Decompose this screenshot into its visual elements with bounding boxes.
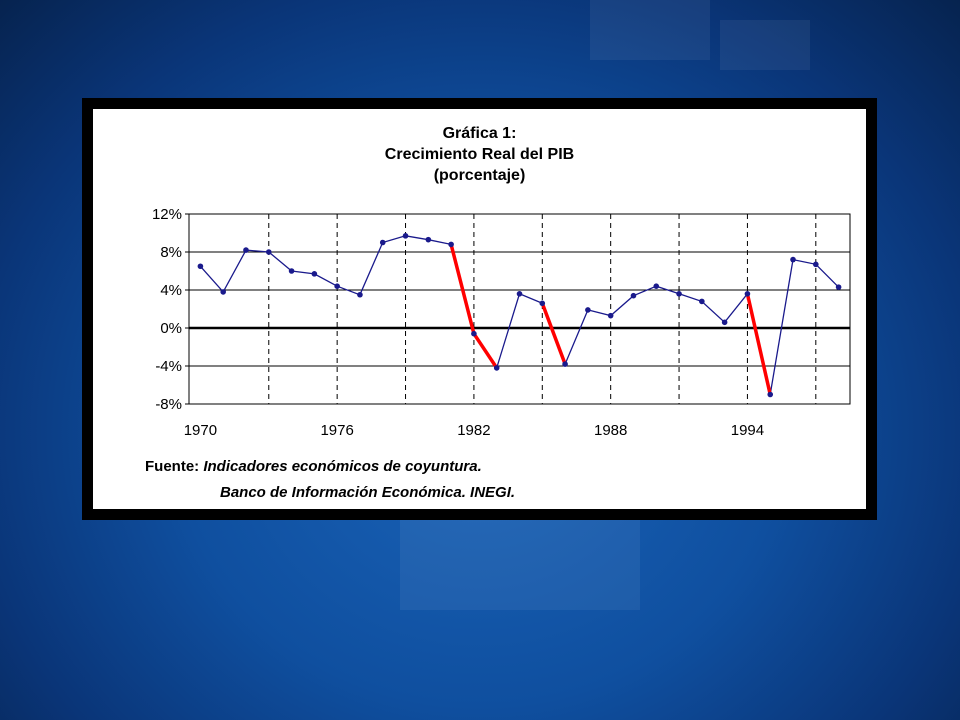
y-tick-label: 4%	[160, 282, 182, 299]
decline-segment	[745, 293, 772, 395]
x-tick-label: 1994	[731, 422, 764, 439]
data-point	[630, 292, 637, 299]
y-tick-label: -4%	[155, 358, 182, 375]
data-point	[653, 283, 660, 289]
data-point	[516, 291, 523, 297]
data-point	[539, 300, 546, 307]
source-line-1: Indicadores económicos de coyuntura.	[203, 458, 482, 475]
data-point	[311, 271, 318, 277]
chart-title-line-3: (porcentaje)	[433, 167, 526, 184]
y-tick-label: 12%	[152, 206, 182, 223]
chart-title-line-2: Crecimiento Real del PIB	[384, 146, 575, 163]
data-point	[243, 247, 249, 253]
data-point	[721, 319, 728, 326]
background-decoration	[590, 0, 710, 60]
x-tick-label: 1988	[594, 422, 627, 439]
y-tick-label: -8%	[155, 396, 182, 413]
data-point	[562, 361, 568, 367]
data-point	[379, 239, 386, 246]
data-point	[402, 233, 409, 239]
background-decoration	[720, 20, 810, 70]
gdp-line-chart: 12% 8% 4% 0% -4% -8%1970 1976 1982 1988 1994	[152, 206, 851, 439]
data-point	[699, 298, 705, 305]
x-tick-label: 1976	[320, 422, 353, 439]
data-point	[197, 263, 204, 270]
data-point	[767, 391, 774, 398]
data-point	[585, 307, 591, 313]
data-point	[493, 365, 500, 371]
y-tick-label: 0%	[160, 320, 182, 337]
data-point	[357, 291, 363, 298]
data-point	[288, 268, 295, 274]
decline-segment	[540, 302, 567, 365]
data-point	[607, 312, 614, 319]
data-point	[265, 249, 272, 255]
y-tick-label: 8%	[160, 244, 182, 261]
data-point	[835, 284, 842, 290]
chart-title: Gráfica 1: Crecimiento Real del PIB (por…	[93, 123, 866, 186]
x-tick-label: 1970	[184, 422, 217, 439]
plot-area	[188, 213, 851, 405]
source-label: Fuente:	[145, 458, 200, 475]
data-point	[790, 256, 796, 263]
slide-frame: Gráfica 1: Crecimiento Real del PIB (por…	[82, 98, 877, 520]
x-tick-label: 1982	[457, 422, 490, 439]
data-point	[220, 289, 226, 295]
data-point	[744, 291, 751, 297]
data-point	[334, 283, 340, 289]
data-point	[471, 330, 477, 337]
data-point	[813, 261, 819, 268]
data-point	[676, 291, 682, 297]
chart-title-line-1: Gráfica 1:	[442, 125, 517, 142]
data-point	[448, 241, 454, 248]
data-point	[425, 236, 432, 243]
background-decoration	[400, 520, 640, 610]
source-line-2: Banco de Información Económica. INEGI.	[220, 484, 516, 501]
chart-source: Fuente: Indicadores económicos de coyunt…	[145, 454, 515, 506]
chart-panel: Gráfica 1: Crecimiento Real del PIB (por…	[93, 109, 866, 509]
